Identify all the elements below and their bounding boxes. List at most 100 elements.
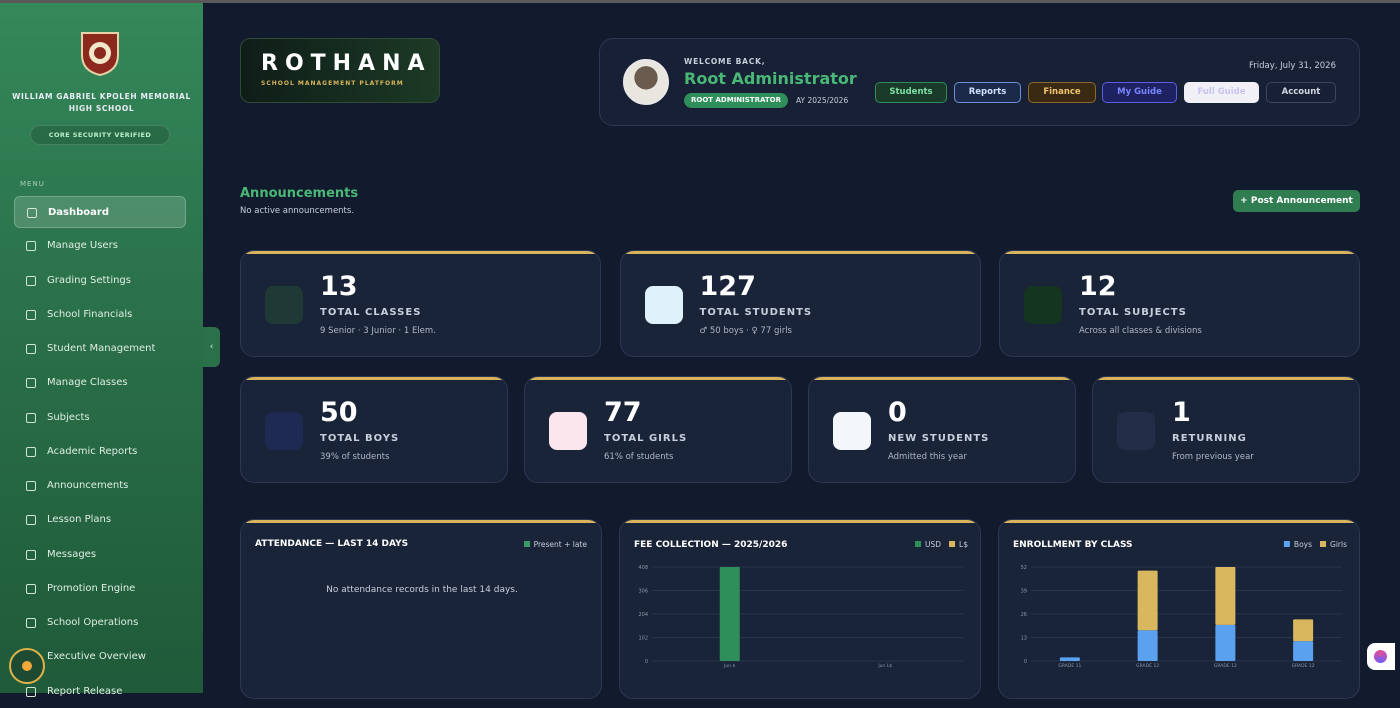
y-tick-label: 0: [645, 659, 648, 665]
menu-icon: [27, 208, 37, 218]
menu-icon: [26, 275, 36, 286]
chart-title: ENROLLMENT BY CLASS: [1013, 540, 1133, 550]
menu-icon: [26, 686, 36, 697]
stat-sub: From previous year: [1172, 452, 1254, 462]
stat-card: 50 TOTAL BOYS 39% of students: [240, 376, 508, 483]
menu-label: MENU: [20, 180, 45, 188]
menu-item[interactable]: Report Release: [14, 676, 186, 708]
chart: ENROLLMENT BY CLASS Girls Boys 0 13 26 39 52 GRA…: [1013, 540, 1347, 669]
header-button[interactable]: My Guide: [1102, 82, 1177, 103]
menu-item[interactable]: Grading Settings: [14, 265, 186, 297]
menu-item[interactable]: Promotion Engine: [14, 573, 186, 605]
stat-card: 12 TOTAL SUBJECTS Across all classes & div…: [999, 250, 1360, 357]
menu-item[interactable]: Announcements: [14, 470, 186, 502]
avatar: [623, 59, 669, 105]
stat-label: TOTAL BOYS: [320, 433, 400, 444]
menu-label: Lesson Plans: [47, 514, 112, 526]
attendance-empty: No attendance records in the last 14 day…: [326, 585, 518, 595]
menu-label: Announcements: [47, 480, 129, 491]
school-name: WILLIAM GABRIEL KPOLEH MEMORIAL HIGH SCH…: [12, 92, 191, 113]
stat-value: 13: [320, 271, 358, 302]
x-tick-label: Jun L$: [877, 663, 892, 669]
menu-icon: [26, 481, 36, 491]
assistant-button[interactable]: [1367, 643, 1395, 670]
menu-item[interactable]: Manage Classes: [14, 367, 186, 399]
stat-label: TOTAL STUDENTS: [699, 307, 813, 318]
menu-label: Manage Users: [47, 240, 118, 252]
attendance-title: ATTENDANCE — LAST 14 DAYS: [255, 539, 409, 549]
stat-card: 1 RETURNING From previous year: [1092, 376, 1360, 483]
chart: FEE COLLECTION — 2025/2026 L$ USD 0 102 204 30…: [634, 540, 968, 669]
bar-segment: [1137, 570, 1158, 631]
chart-card: ENROLLMENT BY CLASS Girls Boys 0 13 26 39 52 GRA…: [998, 519, 1360, 699]
menu-label: Academic Reports: [47, 445, 138, 457]
menu-icon: [26, 515, 36, 526]
stat-value: 12: [1079, 271, 1117, 302]
post-announcement-button[interactable]: + Post Announcement: [1233, 190, 1360, 212]
stat-label: NEW STUDENTS: [888, 433, 990, 444]
header-button[interactable]: Students: [875, 82, 947, 103]
y-tick-label: 52: [1021, 565, 1027, 571]
brand: ROTHANA: [261, 51, 432, 76]
menu-item[interactable]: School Financials: [14, 299, 186, 331]
menu-icon: [26, 378, 36, 389]
welcome: WELCOME BACK,: [684, 57, 766, 66]
menu-icon: [26, 309, 36, 320]
menu-item[interactable]: Student Management: [14, 333, 186, 365]
legend-label: Boys: [1294, 540, 1312, 549]
chart-title: FEE COLLECTION — 2025/2026: [634, 540, 787, 550]
menu-label: Grading Settings: [47, 274, 131, 286]
post-announcement-label: Post Announcement: [1250, 196, 1353, 206]
y-tick-label: 13: [1021, 636, 1027, 642]
stat-icon: [1024, 286, 1062, 324]
bar-segment: [1215, 624, 1236, 661]
legend-label: Present + late: [533, 540, 587, 549]
school-crest: [81, 32, 119, 77]
x-tick-label: GRADE 11: [1058, 663, 1081, 669]
menu-item[interactable]: Messages: [14, 539, 186, 571]
attendance-card: ATTENDANCE — LAST 14 DAYS Present + late…: [240, 519, 602, 699]
stat-icon: [265, 286, 303, 324]
stat-icon: [265, 412, 303, 450]
header-button[interactable]: Finance: [1028, 82, 1096, 103]
announcements-empty: No active announcements.: [240, 206, 355, 216]
menu-label: Dashboard: [48, 207, 109, 218]
legend-label: L$: [959, 540, 968, 549]
menu-item[interactable]: Dashboard: [14, 196, 186, 228]
attendance-legend: Present + late: [523, 540, 587, 549]
stat-sub: 61% of students: [604, 452, 674, 462]
legend-label: Girls: [1330, 540, 1347, 549]
menu-item[interactable]: Subjects: [14, 402, 186, 434]
menu-item[interactable]: School Operations: [14, 607, 186, 639]
y-tick-label: 102: [638, 636, 648, 642]
legend-swatch: [949, 541, 956, 547]
stat-card: 77 TOTAL GIRLS 61% of students: [524, 376, 792, 483]
stat-value: 1: [1172, 397, 1191, 428]
stat-value: 127: [699, 271, 756, 302]
header-button[interactable]: Full Guide: [1184, 82, 1259, 103]
legend-swatch: [1320, 541, 1327, 547]
menu-item[interactable]: Lesson Plans: [14, 504, 186, 536]
stat-sub: 9 Senior · 3 Junior · 1 Elem.: [320, 326, 436, 336]
menu-label: Student Management: [47, 343, 156, 354]
menu-item[interactable]: Academic Reports: [14, 436, 186, 468]
stat-icon: [1117, 412, 1155, 450]
date: Friday, July 31, 2026: [1248, 61, 1336, 71]
menu-icon: [26, 583, 36, 594]
menu-label: Promotion Engine: [47, 582, 136, 594]
menu-item[interactable]: Manage Users: [14, 230, 186, 262]
y-tick-label: 0: [1024, 659, 1027, 665]
theme-toggle[interactable]: [9, 648, 45, 684]
stat-card: 0 NEW STUDENTS Admitted this year: [808, 376, 1076, 483]
legend-label: USD: [925, 540, 941, 549]
header-button[interactable]: Reports: [954, 82, 1021, 103]
collapse-tab[interactable]: ‹: [203, 327, 220, 367]
user-name: Root Administrator: [684, 69, 857, 88]
menu-label: Manage Classes: [47, 377, 128, 389]
menu-icon: [26, 618, 36, 628]
bar: [719, 567, 740, 661]
stat-sub: ♂ 50 boys · ♀ 77 girls: [699, 326, 793, 336]
header-button[interactable]: Account: [1266, 82, 1336, 103]
stat-icon: [644, 286, 683, 324]
sidebar: WILLIAM GABRIEL KPOLEH MEMORIAL HIGH SCH…: [0, 0, 203, 697]
